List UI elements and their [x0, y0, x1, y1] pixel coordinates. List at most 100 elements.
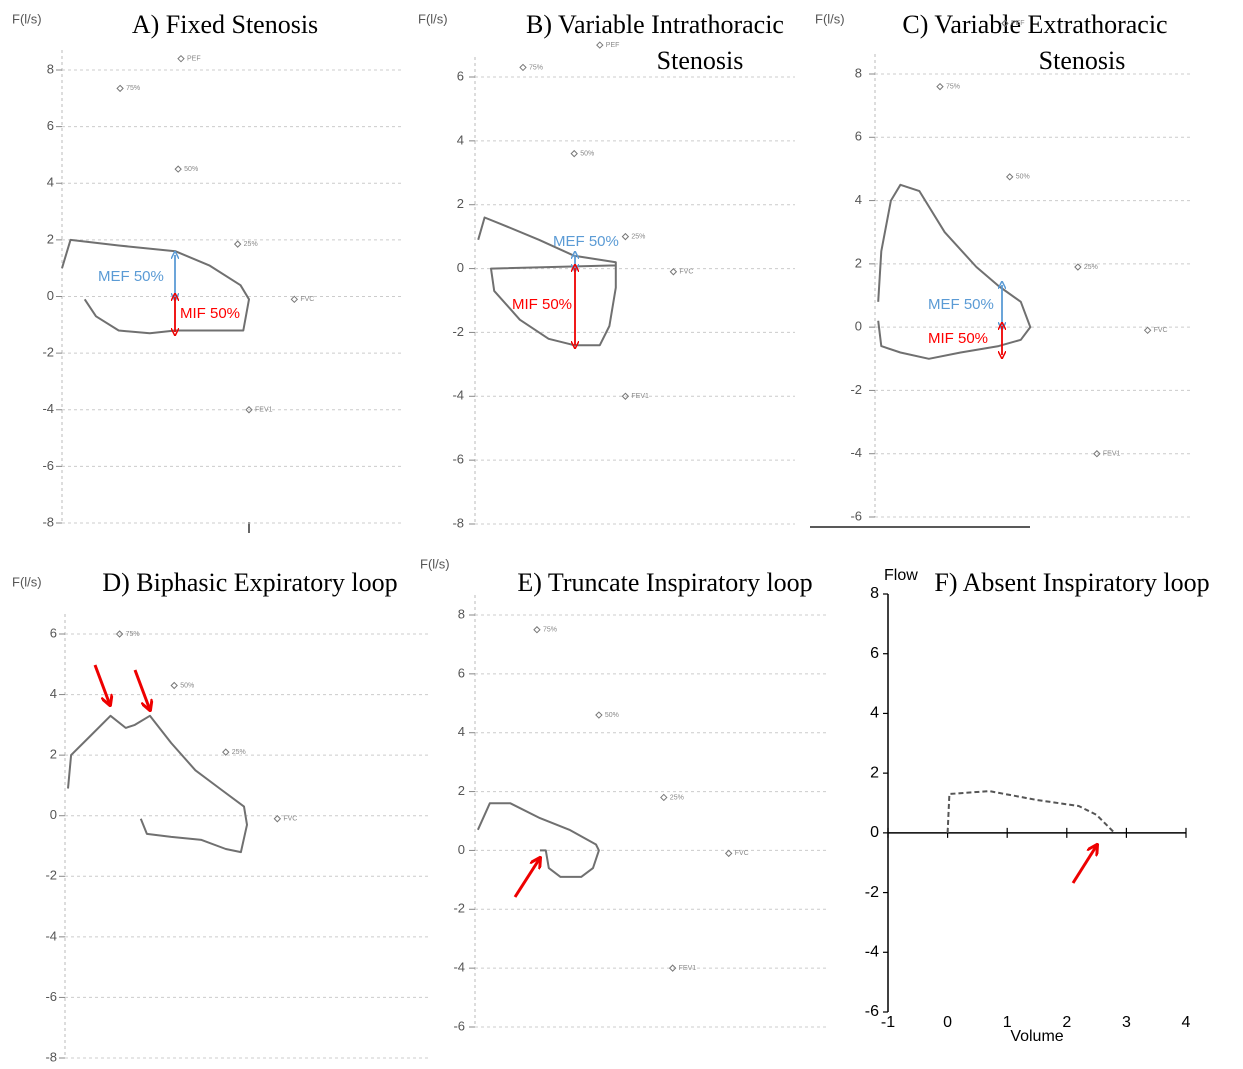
y-axis-label: F(l/s) — [12, 11, 42, 26]
y-tick-label: 4 — [458, 724, 465, 739]
marker-label: 50% — [184, 166, 198, 173]
panel-title: Stenosis — [657, 46, 744, 75]
y-tick-label: 2 — [458, 783, 465, 798]
marker-label: 75% — [946, 84, 960, 91]
panel-title: A) Fixed Stenosis — [132, 10, 318, 39]
y-tick-label: -6 — [42, 458, 54, 473]
marker-label: 75% — [543, 627, 557, 634]
y-tick-label: -4 — [850, 445, 862, 460]
marker — [1143, 326, 1152, 335]
marker-label: FVC — [679, 269, 693, 276]
flow-volume-loop — [67, 714, 248, 854]
marker-label: 25% — [1084, 264, 1098, 271]
y-tick-label: -2 — [453, 901, 465, 916]
y-tick-label: 8 — [855, 65, 862, 80]
marker-label: FEV1 — [255, 407, 273, 414]
marker-label: 50% — [1016, 174, 1030, 181]
y-tick-label: 6 — [458, 665, 465, 680]
marker — [116, 84, 124, 93]
y-tick-label: -6 — [850, 508, 862, 523]
y-tick-label: -8 — [452, 515, 464, 530]
y-tick-label: 8 — [458, 606, 465, 621]
marker-label: 75% — [126, 85, 140, 92]
marker — [222, 748, 230, 756]
flow-volume-loop — [61, 238, 250, 335]
marker — [668, 964, 677, 972]
marker — [273, 815, 282, 823]
y-tick-label: 8 — [47, 61, 54, 76]
marker-label: FEV1 — [631, 393, 649, 400]
marker — [1006, 173, 1014, 181]
marker — [290, 295, 299, 304]
marker — [177, 54, 185, 63]
annotation: MEF 50% — [553, 233, 619, 250]
annotation: MEF 50% — [98, 268, 164, 285]
y-axis-label: F(l/s) — [418, 11, 448, 26]
annotation: MIF 50% — [512, 296, 572, 313]
flow-volume-loop — [477, 216, 617, 347]
panel-title: C) Variable Extrathoracic — [902, 10, 1167, 39]
marker-label: 25% — [631, 233, 645, 240]
marker-label: FVC — [1154, 327, 1168, 334]
marker-label: PEF — [1011, 20, 1025, 27]
marker — [724, 849, 733, 858]
panel-title: E) Truncate Inspiratory loop — [517, 568, 812, 597]
y-tick-label: -4 — [42, 401, 54, 416]
x-tick-label: -1 — [881, 1014, 895, 1031]
annotation: MIF 50% — [180, 305, 240, 322]
arrow — [513, 858, 540, 898]
y-tick-label: 4 — [870, 705, 879, 722]
marker-label: FVC — [300, 296, 314, 303]
marker-label: FVC — [283, 816, 297, 823]
x-tick-label: 4 — [1182, 1014, 1191, 1031]
y-tick-label: -8 — [42, 514, 54, 529]
marker — [669, 268, 678, 276]
marker-label: FVC — [735, 850, 749, 857]
y-tick-label: -2 — [452, 324, 464, 339]
marker — [1093, 450, 1101, 458]
marker-label: FEV1 — [679, 965, 697, 972]
marker — [1074, 263, 1082, 271]
y-tick-label: -4 — [453, 960, 465, 975]
y-tick-label: -2 — [865, 884, 879, 901]
marker-label: PEF — [606, 42, 620, 49]
marker-label: 25% — [244, 241, 258, 248]
y-tick-label: 4 — [457, 132, 464, 147]
panel-title: B) Variable Intrathoracic — [526, 10, 784, 39]
marker — [570, 149, 578, 158]
y-tick-label: 6 — [50, 625, 57, 640]
y-tick-label: 2 — [47, 231, 54, 246]
flow-volume-loop — [476, 802, 600, 878]
marker-label: 50% — [180, 682, 194, 689]
y-tick-label: -6 — [45, 989, 57, 1004]
marker — [519, 63, 527, 72]
y-tick-label: 0 — [457, 260, 464, 275]
y-tick-label: 0 — [870, 824, 879, 841]
marker-label: 25% — [232, 749, 246, 756]
x-tick-label: 3 — [1122, 1014, 1131, 1031]
y-tick-label: 6 — [47, 118, 54, 133]
y-tick-label: -6 — [865, 1003, 879, 1020]
marker-label: 50% — [580, 150, 594, 157]
marker — [174, 165, 182, 173]
flow-volume-loop — [946, 790, 1116, 834]
y-axis-label: F(l/s) — [420, 556, 450, 571]
y-tick-label: -6 — [452, 452, 464, 467]
y-tick-label: 4 — [855, 192, 862, 207]
marker — [245, 406, 253, 414]
marker — [596, 41, 604, 49]
y-tick-label: 4 — [47, 175, 54, 190]
marker-label: 50% — [605, 712, 619, 719]
y-tick-label: -2 — [850, 382, 862, 397]
y-tick-label: 6 — [870, 645, 879, 662]
y-axis-label: F(l/s) — [815, 11, 845, 26]
x-axis-label: Volume — [1010, 1028, 1063, 1045]
arrow — [93, 664, 110, 705]
y-tick-label: 0 — [458, 842, 465, 857]
flow-volume-loop — [877, 183, 1032, 360]
y-tick-label: 2 — [855, 255, 862, 270]
y-tick-label: 8 — [870, 585, 879, 602]
y-tick-label: -4 — [452, 388, 464, 403]
marker-label: 75% — [529, 64, 543, 71]
